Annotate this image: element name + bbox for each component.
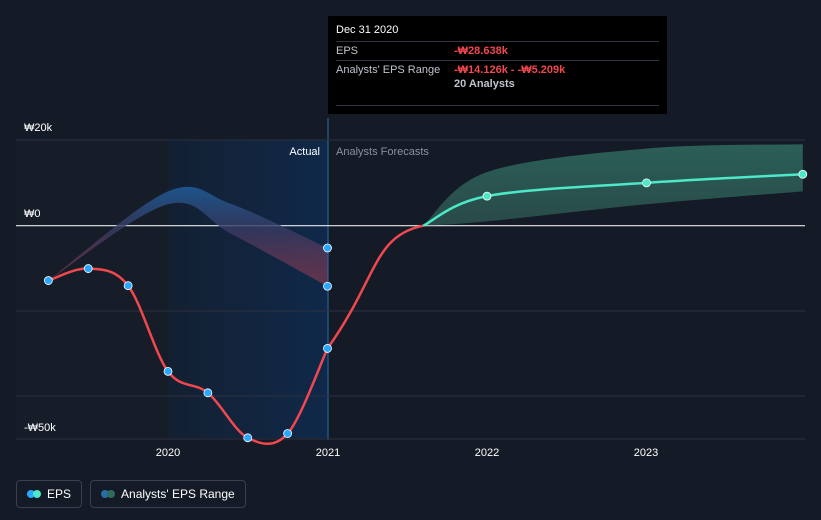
eps-point[interactable] xyxy=(43,276,53,285)
eps-point[interactable] xyxy=(163,366,173,376)
legend-eps-label: EPS xyxy=(47,487,72,501)
tooltip-range-value: -₩14.126k - -₩5.209k xyxy=(454,64,566,76)
legend: EPS Analysts' EPS Range xyxy=(16,480,246,508)
forecast-point[interactable] xyxy=(482,191,492,201)
eps-bridge-line xyxy=(326,224,424,350)
forecast-point[interactable] xyxy=(798,169,808,179)
legend-range-icon xyxy=(101,490,116,498)
tooltip-range-label: Analysts' EPS Range xyxy=(336,64,441,76)
y-label-neg50k: -₩50k xyxy=(24,422,56,434)
legend-eps-range[interactable]: Analysts' EPS Range xyxy=(90,480,246,508)
tooltip-eps-value: -₩28.638k xyxy=(454,45,508,57)
tooltip-range-row: Analysts' EPS Range -₩14.126k - -₩5.209k… xyxy=(336,60,659,106)
x-tick-2022: 2022 xyxy=(475,447,499,459)
legend-range-label: Analysts' EPS Range xyxy=(121,487,235,501)
y-label-20k: ₩20k xyxy=(24,122,53,134)
eps-range-band-past xyxy=(48,186,328,287)
x-tick-2023: 2023 xyxy=(634,447,658,459)
actual-label: Actual xyxy=(289,146,320,158)
eps-points xyxy=(43,169,808,443)
tooltip-date: Dec 31 2020 xyxy=(336,24,399,36)
tooltip-spacer xyxy=(336,76,454,102)
x-tick-2020: 2020 xyxy=(156,447,180,459)
eps-point[interactable] xyxy=(323,344,332,353)
gridlines xyxy=(16,139,805,440)
eps-point[interactable] xyxy=(283,429,293,438)
tooltip-eps-label: EPS xyxy=(336,45,359,57)
x-tick-2021: 2021 xyxy=(316,447,340,459)
legend-eps[interactable]: EPS xyxy=(16,480,83,508)
eps-point[interactable] xyxy=(123,281,133,291)
range-point[interactable] xyxy=(323,243,332,253)
forecast-point[interactable] xyxy=(642,178,651,188)
tooltip-eps-row: EPS -₩28.638k xyxy=(336,41,659,60)
tooltip-analysts: 20 Analysts xyxy=(454,78,515,90)
legend-eps-icon xyxy=(27,490,41,498)
data-tooltip: Dec 31 2020 EPS -₩28.638k Analysts' EPS … xyxy=(328,16,667,114)
eps-point[interactable] xyxy=(83,264,93,273)
actual-region xyxy=(168,140,328,438)
eps-point[interactable] xyxy=(243,433,253,443)
y-label-0: ₩0 xyxy=(24,208,41,220)
eps-forecast-line xyxy=(422,173,803,227)
eps-point[interactable] xyxy=(203,388,213,398)
range-point[interactable] xyxy=(323,281,332,291)
past-region xyxy=(16,140,168,438)
forecast-label: Analysts Forecasts xyxy=(336,146,429,158)
